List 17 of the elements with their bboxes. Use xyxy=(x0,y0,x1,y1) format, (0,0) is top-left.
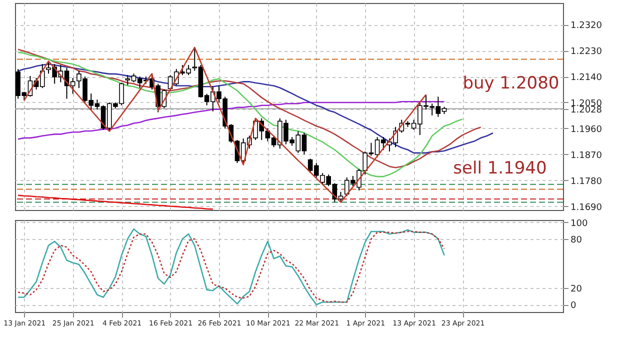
line-series xyxy=(17,100,445,140)
line-series xyxy=(17,63,494,154)
line-series xyxy=(17,194,214,210)
y-tick-label: 1.2140 xyxy=(570,73,602,84)
y-tick-label: 1.1690 xyxy=(570,202,602,213)
y-tick-label: 100 xyxy=(570,218,588,229)
y-tick-label: 1.1960 xyxy=(570,124,602,135)
y-tick-label: 1.1780 xyxy=(570,176,602,187)
y-tick-label: 1.1870 xyxy=(570,150,602,161)
y-tick-label: 1.2230 xyxy=(570,47,602,58)
y-tick-label: 20 xyxy=(570,284,582,295)
line-series xyxy=(23,46,427,203)
annotation: buy 1.2080 xyxy=(462,74,560,94)
y-tick-label: 0 xyxy=(570,301,576,312)
y-tick-label: 1.2320 xyxy=(570,21,602,32)
annotation: sell 1.1940 xyxy=(453,158,547,179)
y-tick-label: 80 xyxy=(570,235,582,246)
